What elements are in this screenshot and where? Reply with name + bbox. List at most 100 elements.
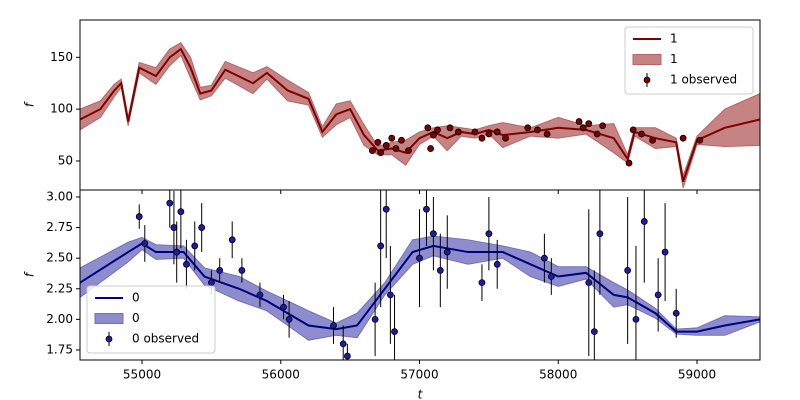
observed-point xyxy=(135,213,143,220)
legend-box xyxy=(624,26,754,95)
observed-point xyxy=(207,279,215,287)
observed-point xyxy=(374,138,382,146)
observed-point xyxy=(485,230,493,238)
observed-point xyxy=(446,124,454,132)
observed-point xyxy=(382,205,390,213)
observed-point xyxy=(371,315,379,323)
observed-point xyxy=(502,134,509,142)
observed-point xyxy=(416,254,423,262)
observed-point xyxy=(485,130,493,138)
observed-point xyxy=(256,291,264,299)
y-tick-label: 50 xyxy=(58,153,73,167)
observed-point xyxy=(392,145,400,152)
observed-point xyxy=(493,128,501,136)
x-tick-label: 59000 xyxy=(678,368,716,382)
observed-point xyxy=(377,149,385,157)
legend-swatch xyxy=(632,54,662,65)
x-tick-label: 58000 xyxy=(539,368,577,382)
observed-point xyxy=(478,134,486,142)
observed-point xyxy=(398,136,405,144)
observed-point xyxy=(579,124,587,132)
observed-point xyxy=(285,315,293,323)
observed-point xyxy=(625,159,633,167)
legend-label: 0 observed xyxy=(132,332,199,346)
plot-area xyxy=(80,190,760,360)
observed-point xyxy=(540,254,548,262)
legend-swatch xyxy=(94,313,124,324)
observed-point xyxy=(596,230,604,238)
observed-point xyxy=(429,131,437,139)
y-tick-label: 150 xyxy=(50,50,73,64)
y-tick-label: 2.50 xyxy=(46,251,73,265)
observed-point xyxy=(547,273,555,280)
observed-point xyxy=(436,267,444,274)
observed-point xyxy=(543,130,551,138)
observed-point xyxy=(672,309,680,317)
legend-label: 1 xyxy=(670,52,678,66)
x-axis-label: t xyxy=(418,388,424,400)
observed-point xyxy=(434,126,441,134)
observed-point xyxy=(388,134,396,142)
observed-point xyxy=(191,242,199,250)
observed-point xyxy=(386,291,394,299)
y-axis-label: f xyxy=(23,271,37,277)
y-tick-label: 3.00 xyxy=(46,189,73,203)
observed-point xyxy=(427,145,435,152)
legend-swatch xyxy=(105,335,113,343)
observed-point xyxy=(679,134,687,142)
observed-point xyxy=(443,248,451,256)
y-tick-label: 2.75 xyxy=(46,220,73,234)
model-line xyxy=(80,242,760,333)
legend-label: 0 xyxy=(132,311,140,325)
observed-point xyxy=(216,267,224,274)
x-tick-label: 55000 xyxy=(123,368,161,382)
legend-swatch xyxy=(643,76,651,84)
legend-label: 1 observed xyxy=(670,73,737,87)
observed-point xyxy=(638,130,645,138)
observed-point xyxy=(177,208,185,216)
observed-point xyxy=(280,303,287,311)
observed-point xyxy=(599,122,607,130)
y-tick-label: 2.00 xyxy=(46,312,73,326)
observed-point xyxy=(585,120,593,128)
observed-point xyxy=(585,279,593,287)
observed-point xyxy=(696,136,704,144)
observed-point xyxy=(330,322,337,329)
observed-point xyxy=(141,240,149,247)
y-tick-label: 100 xyxy=(50,102,73,116)
observed-point xyxy=(534,126,541,134)
observed-point xyxy=(173,248,181,256)
observed-point xyxy=(454,128,462,136)
observed-point xyxy=(377,242,385,250)
observed-point xyxy=(640,218,648,225)
plot-area xyxy=(80,42,760,189)
observed-point xyxy=(471,128,479,136)
observed-point xyxy=(493,260,501,268)
observed-point xyxy=(166,199,174,207)
observed-point xyxy=(654,291,662,299)
observed-point xyxy=(575,118,583,125)
x-tick-label: 56000 xyxy=(262,368,300,382)
observed-point xyxy=(228,236,236,244)
observed-point xyxy=(198,224,206,231)
observed-point xyxy=(524,124,532,132)
observed-point xyxy=(424,124,432,132)
confidence-band xyxy=(80,42,760,189)
model-line xyxy=(80,47,760,183)
observed-point xyxy=(649,136,657,144)
observed-point xyxy=(478,279,486,287)
legend-label: 0 xyxy=(132,291,140,305)
x-tick-label: 57000 xyxy=(400,368,438,382)
observed-point xyxy=(368,147,376,155)
observed-point xyxy=(624,267,632,274)
legend-box xyxy=(86,285,216,354)
observed-point xyxy=(339,340,347,348)
observed-point xyxy=(170,224,178,231)
observed-point xyxy=(405,147,412,155)
observed-point xyxy=(183,260,190,268)
observed-point xyxy=(382,142,390,149)
y-tick-label: 2.25 xyxy=(46,281,73,295)
observed-point xyxy=(429,230,437,238)
